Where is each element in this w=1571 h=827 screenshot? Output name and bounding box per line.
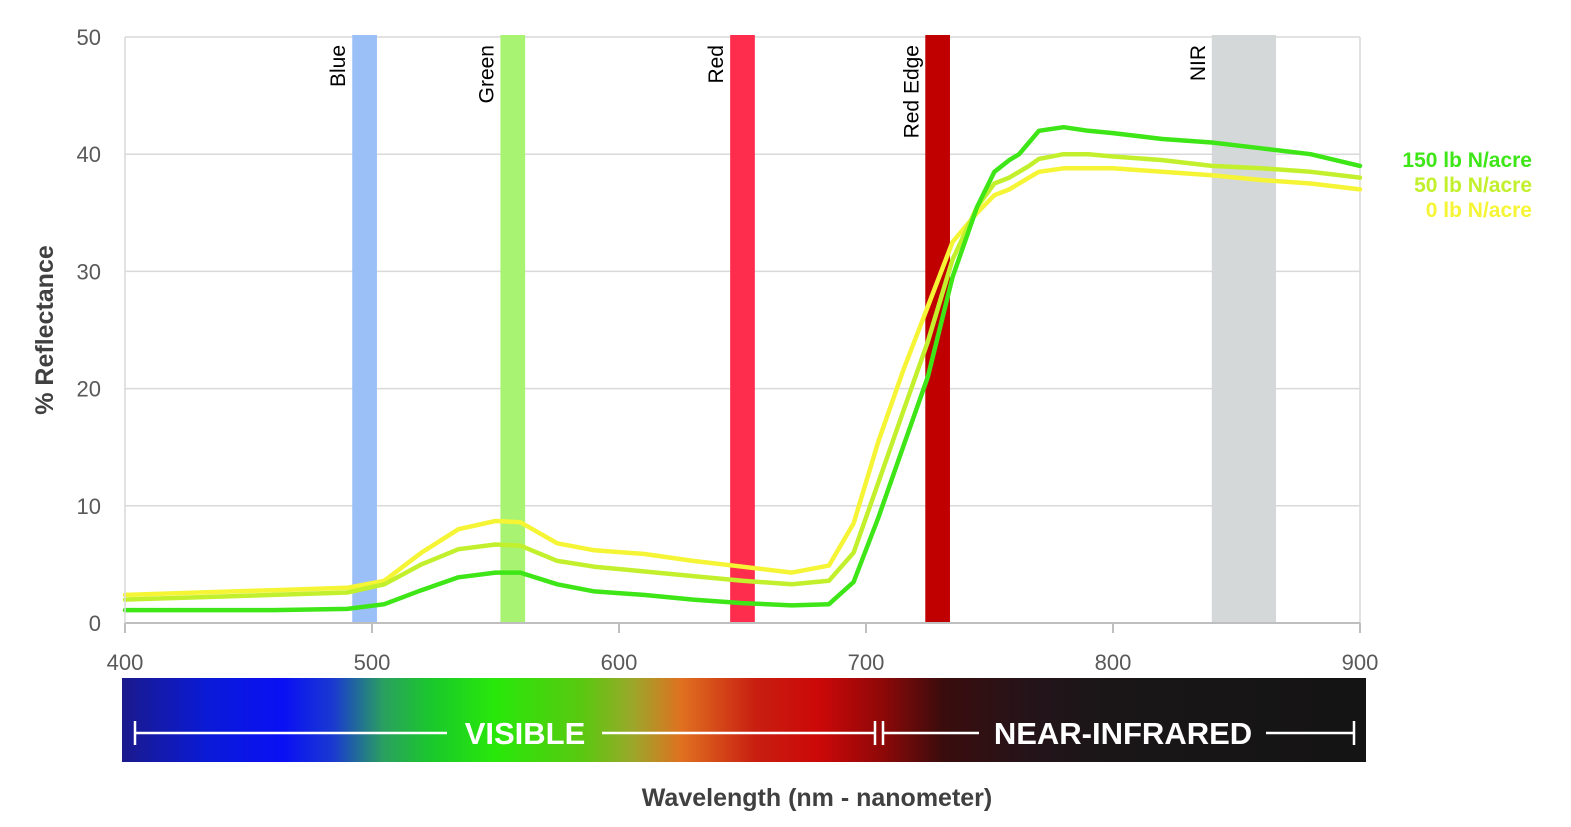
band-label: Green: [475, 45, 498, 103]
visible-bracket: [133, 721, 877, 745]
series-line: [122, 166, 1363, 598]
x-tick-label: 600: [601, 650, 638, 675]
y-axis-title: % Reflectance: [31, 245, 59, 415]
y-tick-label: 40: [77, 142, 101, 167]
y-tick-label: 50: [77, 25, 101, 50]
band-red: [730, 35, 755, 623]
series-line: [122, 151, 1363, 602]
spectrum-bar: VISIBLE NEAR-INFRARED: [122, 678, 1366, 762]
band-blue: [352, 35, 377, 623]
x-tick-label: 500: [354, 650, 391, 675]
x-tick-label: 900: [1342, 650, 1379, 675]
band-label: NIR: [1187, 45, 1210, 81]
legend-label: 50 lb N/acre: [1414, 174, 1532, 197]
spectral-bands: [352, 35, 1277, 623]
band-label: Blue: [327, 45, 350, 87]
legend-label: 150 lb N/acre: [1402, 149, 1532, 172]
legend-label: 0 lb N/acre: [1426, 199, 1532, 222]
axes: 0 10 20 30 40 50 400 500 600 700 800 900: [77, 25, 1379, 675]
band-green: [500, 35, 526, 623]
spectrum-gradient: [122, 678, 1366, 762]
x-tick-label: 800: [1095, 650, 1132, 675]
y-tick-label: 10: [77, 494, 101, 519]
band-nir: [1211, 35, 1277, 623]
series-line: [122, 124, 1363, 613]
x-tick-label: 700: [848, 650, 885, 675]
y-tick-label: 0: [89, 611, 101, 636]
band-label: Red Edge: [900, 45, 923, 138]
y-tick-label: 30: [77, 259, 101, 284]
data-series: [122, 124, 1363, 613]
x-axis-title: Wavelength (nm - nanometer): [642, 784, 993, 812]
visible-label: VISIBLE: [465, 716, 586, 751]
y-tick-label: 20: [77, 377, 101, 402]
near-infrared-label: NEAR-INFRARED: [994, 716, 1252, 751]
near-infrared-bracket: [881, 721, 1356, 745]
band-label: Red: [705, 45, 728, 84]
x-tick-label: 400: [107, 650, 144, 675]
